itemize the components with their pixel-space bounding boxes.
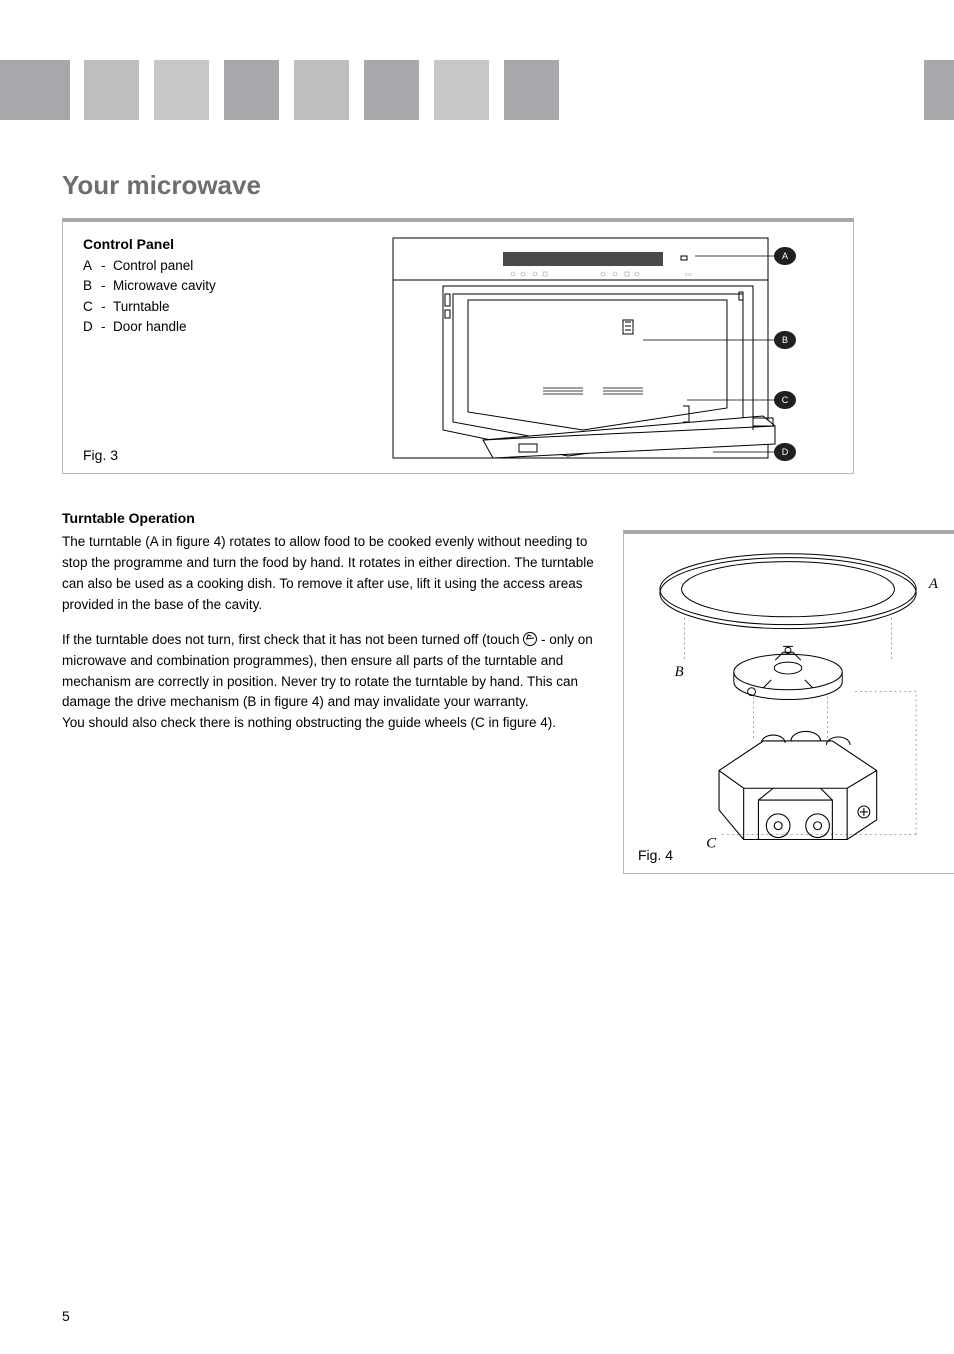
- figure-3-label: Fig. 3: [83, 447, 118, 463]
- control-panel-heading: Control Panel: [83, 236, 303, 252]
- legend-label: Control panel: [113, 256, 193, 276]
- callout-bubble: A: [774, 247, 796, 265]
- svg-text:≡≡≡: ≡≡≡: [685, 272, 693, 277]
- fig4-label-a: A: [928, 576, 939, 592]
- legend-row: D-Door handle: [83, 317, 303, 337]
- legend-row: C-Turntable: [83, 297, 303, 317]
- header-color-block: [434, 60, 489, 120]
- turntable-diagram: A B C: [624, 534, 954, 873]
- turntable-heading: Turntable Operation: [62, 510, 607, 526]
- turntable-para-2: If the turntable does not turn, first ch…: [62, 630, 607, 735]
- page-title: Your microwave: [62, 170, 261, 201]
- header-color-block: [364, 60, 419, 120]
- header-color-block: [224, 60, 279, 120]
- callout-bubble: C: [774, 391, 796, 409]
- turntable-para-2a: If the turntable does not turn, first ch…: [62, 632, 523, 647]
- legend-dash: -: [101, 297, 113, 317]
- figure-4-box: A B C Fig. 4: [623, 530, 954, 874]
- microwave-diagram: ≡≡≡: [383, 230, 823, 470]
- svg-text:B: B: [782, 335, 788, 345]
- page-number: 5: [62, 1308, 70, 1324]
- header-color-block: [154, 60, 209, 120]
- legend-label: Microwave cavity: [113, 276, 216, 296]
- turntable-para-3: You should also check there is nothing o…: [62, 715, 556, 730]
- turntable-section: Turntable Operation The turntable (A in …: [62, 510, 607, 734]
- legend-dash: -: [101, 317, 113, 337]
- legend-key: C: [83, 297, 101, 317]
- fig4-label-c: C: [706, 835, 716, 851]
- header-color-block: [504, 60, 559, 120]
- control-panel-legend: Control Panel A-Control panelB-Microwave…: [83, 236, 303, 337]
- header-color-block: [294, 60, 349, 120]
- figure-4-label: Fig. 4: [638, 847, 673, 863]
- legend-label: Door handle: [113, 317, 187, 337]
- legend-row: B-Microwave cavity: [83, 276, 303, 296]
- svg-text:C: C: [782, 395, 789, 405]
- svg-text:D: D: [782, 447, 789, 457]
- legend-key: D: [83, 317, 101, 337]
- legend-key: B: [83, 276, 101, 296]
- legend-dash: -: [101, 256, 113, 276]
- callout-bubble: D: [774, 443, 796, 461]
- callout-bubble: B: [774, 331, 796, 349]
- legend-dash: -: [101, 276, 113, 296]
- header-color-block: [924, 60, 954, 120]
- legend-row: A-Control panel: [83, 256, 303, 276]
- top-color-bar: [0, 60, 954, 120]
- header-color-block: [84, 60, 139, 120]
- turntable-para-1: The turntable (A in figure 4) rotates to…: [62, 532, 607, 616]
- legend-label: Turntable: [113, 297, 170, 317]
- legend-key: A: [83, 256, 101, 276]
- svg-text:A: A: [782, 251, 788, 261]
- control-panel-figure-box: Control Panel A-Control panelB-Microwave…: [62, 218, 854, 474]
- manual-page: Your microwave Control Panel A-Control p…: [0, 0, 954, 1354]
- rotate-icon: [523, 632, 537, 646]
- header-color-block: [0, 60, 70, 120]
- fig4-label-b: B: [675, 664, 684, 680]
